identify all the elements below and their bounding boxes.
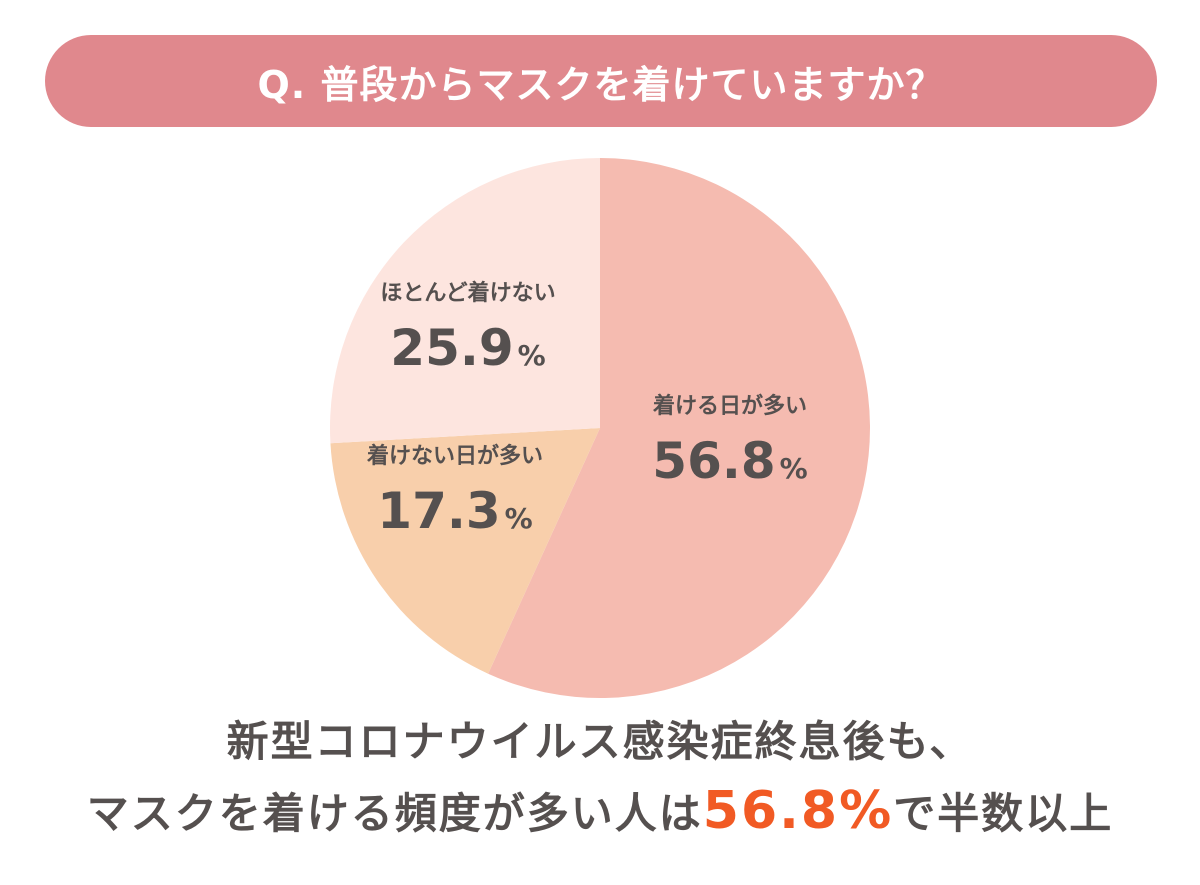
conclusion-text-before: マスクを着ける頻度が多い人は bbox=[86, 789, 703, 838]
slice-value: 56.8% bbox=[652, 432, 807, 490]
slice-label: 着けない日が多い bbox=[366, 443, 543, 469]
slice-value: 25.9% bbox=[390, 319, 545, 377]
conclusion-highlight: 56.8% bbox=[702, 781, 894, 841]
slice-rarely bbox=[329, 158, 600, 444]
question-banner: Q. 普段からマスクを着けていますか？ bbox=[45, 35, 1157, 127]
slice-frequent bbox=[488, 158, 870, 699]
pie-labels: 着ける日が多い 56.8 % 着けない日が多い 17.3 % ほとんど着けない 25.9% bbox=[366, 280, 808, 540]
slice-value: 17.3% bbox=[377, 482, 532, 540]
slice-label: ほとんど着けない bbox=[380, 280, 555, 306]
conclusion-line-1: 新型コロナウイルス感染症終息後も、 bbox=[226, 717, 974, 766]
conclusion-text-after: で半数以上 bbox=[893, 789, 1114, 838]
question-text: Q. 普段からマスクを着けていますか？ bbox=[257, 62, 945, 107]
pie-slices bbox=[329, 158, 870, 699]
conclusion-line-2: マスクを着ける頻度が多い人は56.8%で半数以上 bbox=[0, 780, 1200, 841]
slice-label: 着ける日が多い bbox=[652, 393, 807, 419]
slice-infrequent bbox=[330, 428, 600, 674]
